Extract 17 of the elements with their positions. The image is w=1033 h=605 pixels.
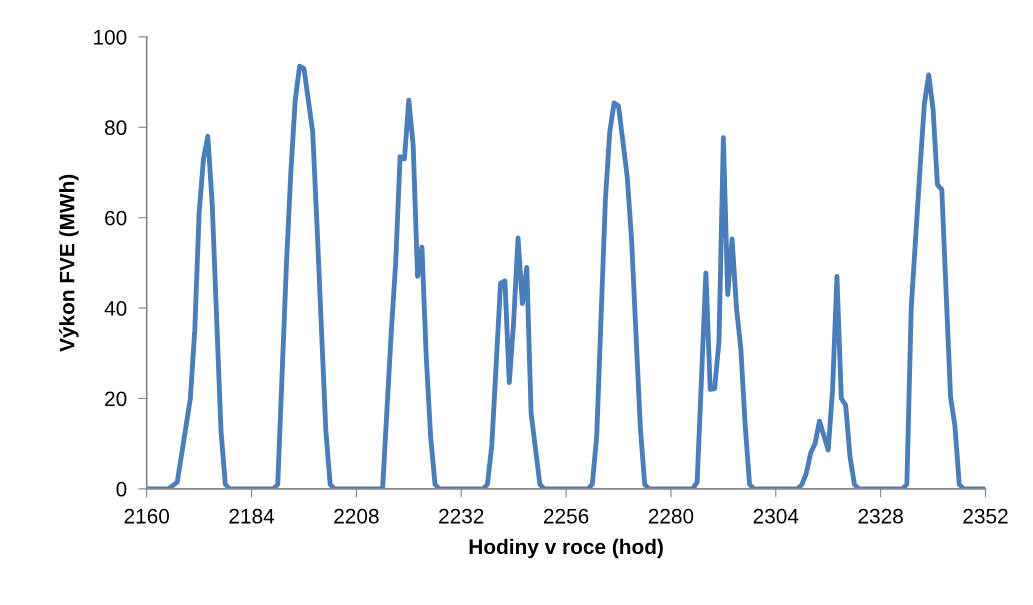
x-tick-label: 2328 xyxy=(858,508,903,524)
y-tick-label: 40 xyxy=(104,301,127,316)
x-tick-label: 2160 xyxy=(124,508,170,524)
x-tick-label: 2232 xyxy=(439,508,484,524)
y-tick-label: 0 xyxy=(116,481,127,497)
x-tick-label: 2304 xyxy=(753,508,799,524)
x-axis-title: Hodiny v roce (hod) xyxy=(469,538,663,559)
x-tick-label: 2256 xyxy=(543,508,589,524)
x-tick-label: 2280 xyxy=(648,508,694,524)
y-tick-label: 20 xyxy=(105,391,127,407)
y-tick-label: 60 xyxy=(105,210,127,226)
x-tick-label: 2184 xyxy=(229,508,275,524)
y-axis-title: Výkon FVE (MWh) xyxy=(58,174,79,352)
x-tick-label: 2352 xyxy=(963,508,1008,524)
y-tick-label: 100 xyxy=(94,29,127,45)
y-tick-label: 80 xyxy=(104,120,127,136)
x-tick-label: 2208 xyxy=(334,508,379,524)
